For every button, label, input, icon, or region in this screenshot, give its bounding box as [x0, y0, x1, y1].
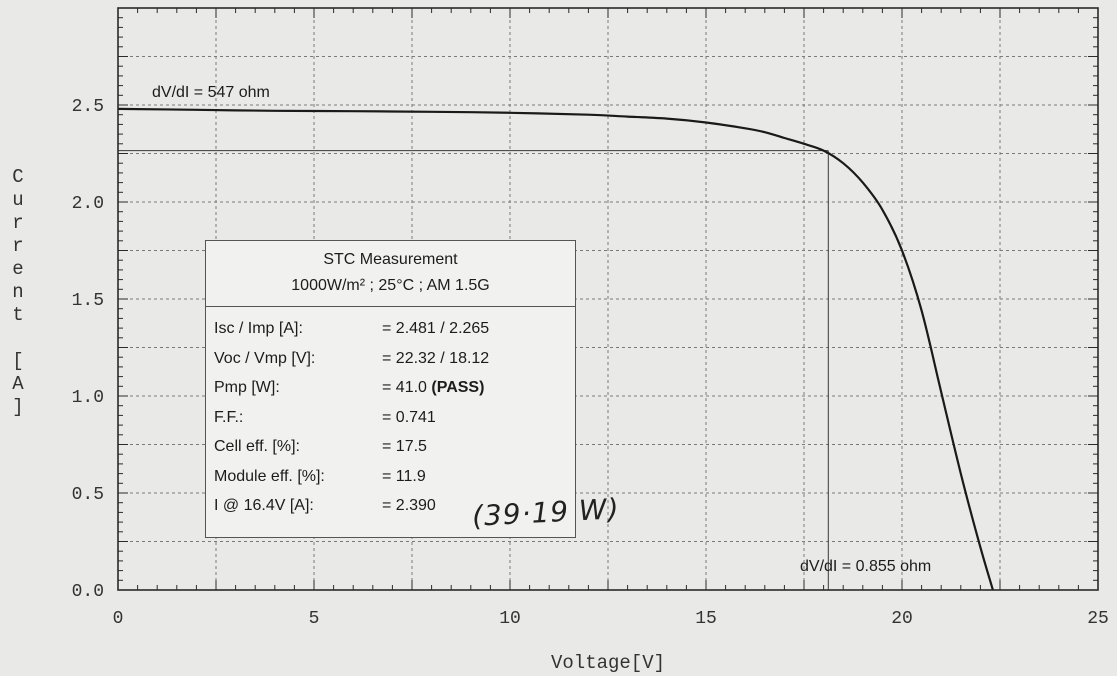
y-axis-title-char: C: [12, 166, 23, 188]
x-tick-label: 20: [891, 609, 913, 629]
x-tick-label: 10: [499, 609, 521, 629]
tick-labels: 0 5 10 15 20 25 0.0 0.5 1.0 1.5 2.0 2.5: [72, 97, 1109, 629]
y-tick-label: 2.0: [72, 194, 104, 214]
slope-annotation-isc: dV/dI = 547 ohm: [152, 84, 270, 101]
y-axis-title-char: ]: [12, 396, 23, 418]
y-axis-title-char: e: [12, 258, 23, 280]
x-tick-label: 15: [695, 609, 717, 629]
info-row-label: Pmp [W]:: [214, 379, 280, 396]
info-row-label: Voc / Vmp [V]:: [214, 349, 316, 367]
info-row-label: Cell eff. [%]:: [214, 438, 300, 455]
mpp-reference-lines: [118, 150, 829, 590]
info-box-title: STC Measurement: [323, 251, 458, 268]
iv-curve-line: [117, 107, 994, 591]
info-box-header: STC Measurement 1000W/m² ; 25°C ; AM 1.5…: [206, 241, 575, 307]
y-tick-label: 0.5: [72, 485, 104, 505]
x-tick-label: 0: [113, 609, 124, 629]
info-row: I @ 16.4V [A]: = 2.390: [214, 497, 436, 515]
info-row-label: I @ 16.4V [A]:: [214, 497, 314, 514]
y-axis-title-char: u: [12, 189, 23, 211]
y-axis-title-char: r: [12, 235, 23, 257]
y-axis-title-char: [: [12, 350, 23, 372]
y-axis-title-char: [12, 327, 23, 349]
y-axis-title-char: r: [12, 212, 23, 234]
y-axis-title-char: A: [12, 373, 24, 395]
info-row: Isc / Imp [A]: = 2.481 / 2.265: [214, 320, 489, 338]
info-row-label: F.F.:: [214, 408, 244, 426]
info-row-value: = 22.32 / 18.12: [382, 349, 490, 367]
info-row: F.F.: = 0.741: [214, 409, 436, 427]
y-tick-label: 1.5: [72, 291, 104, 311]
info-row: Cell eff. [%]: = 17.5: [214, 438, 427, 456]
iv-curve-series: [117, 107, 994, 591]
stc-measurement-box: STC Measurement 1000W/m² ; 25°C ; AM 1.5…: [205, 240, 576, 538]
info-box-conditions: 1000W/m² ; 25°C ; AM 1.5G: [291, 277, 490, 294]
y-axis-title-char: t: [12, 304, 23, 326]
y-tick-label: 0.0: [72, 582, 104, 602]
x-axis-title: Voltage[V]: [551, 652, 665, 674]
info-row-value: = 17.5: [382, 438, 427, 455]
info-row-value: = 2.481 / 2.265: [382, 320, 490, 337]
y-tick-label: 2.5: [72, 97, 104, 117]
slope-annotation-voc: dV/dI = 0.855 ohm: [800, 558, 931, 575]
info-row: Voc / Vmp [V]: = 22.32 / 18.12: [214, 350, 489, 368]
info-row-label: Isc / Imp [A]:: [214, 320, 303, 337]
axis-ticks: [117, 7, 1099, 591]
info-row-value: = 11.9: [382, 467, 426, 485]
info-row: Pmp [W]: = 41.0 (PASS): [214, 379, 484, 397]
x-tick-label: 5: [309, 609, 320, 629]
x-tick-label: 25: [1087, 609, 1109, 629]
y-axis-title-char: n: [12, 281, 23, 303]
info-row-value: = 41.0 (PASS): [382, 379, 485, 396]
info-row-value: = 0.741: [382, 408, 436, 426]
info-row-value: = 2.390: [382, 497, 436, 514]
info-row-label: Module eff. [%]:: [214, 467, 325, 485]
y-tick-label: 1.0: [72, 388, 104, 408]
info-row-status: (PASS): [431, 379, 485, 396]
info-row: Module eff. [%]: = 11.9: [214, 468, 426, 486]
